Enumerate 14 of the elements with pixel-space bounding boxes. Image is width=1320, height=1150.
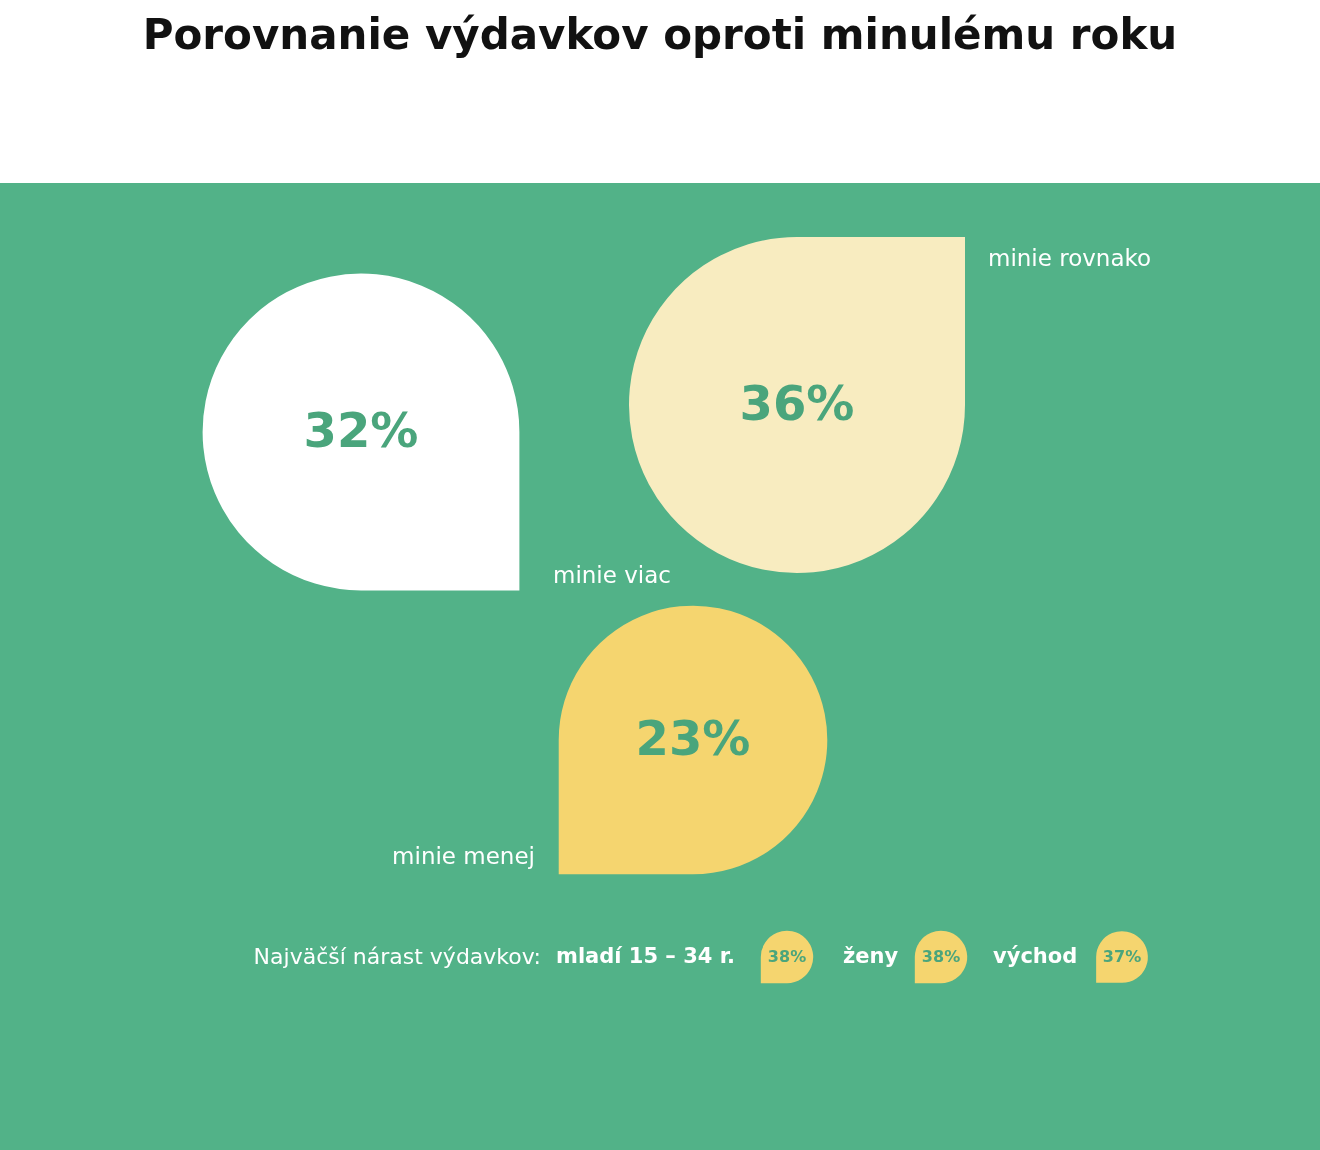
data-label: 32%: [303, 402, 419, 459]
text: Najväčší nárast výdavkov:: [253, 943, 541, 969]
category-label: východ: [993, 944, 1078, 969]
category-label: minie rovnako: [988, 244, 1152, 271]
data-label: 38%: [767, 947, 807, 967]
category-label: mladí 15 – 34 r.: [556, 944, 736, 969]
text: Porovnanie výdavkov oproti minulému roku: [141, 10, 1179, 59]
category-label: minie viac: [553, 561, 671, 588]
data-label: 36%: [739, 375, 855, 432]
data-label: 23%: [635, 710, 751, 767]
data-label: 38%: [921, 947, 961, 967]
category-label: minie menej: [392, 842, 535, 869]
category-label: ženy: [843, 944, 899, 969]
data-label: 37%: [1102, 947, 1142, 967]
